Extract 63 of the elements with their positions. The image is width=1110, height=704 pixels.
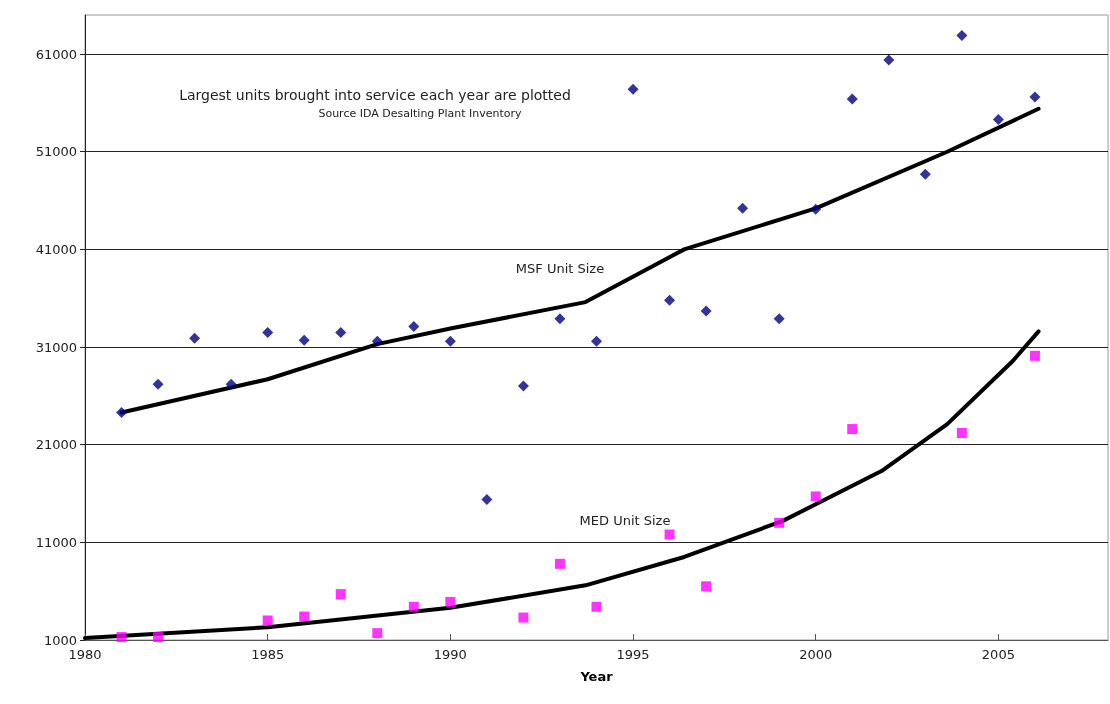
point	[700, 305, 712, 317]
point	[517, 380, 529, 392]
point	[153, 632, 164, 643]
point	[847, 424, 858, 435]
point	[627, 83, 639, 95]
y-tick-label: 11000	[35, 534, 77, 550]
point	[116, 632, 127, 643]
annotation: Source IDA Desalting Plant Inventory	[318, 106, 523, 120]
x-axis-title: Year	[579, 669, 614, 684]
point	[298, 334, 310, 346]
point	[1029, 91, 1041, 103]
point	[810, 203, 822, 215]
point	[262, 615, 273, 626]
y-tick-label: 41000	[35, 241, 77, 257]
point	[225, 378, 237, 390]
point	[262, 326, 274, 338]
point	[444, 335, 456, 347]
point	[846, 93, 858, 105]
x-tick-label: 1985	[251, 647, 285, 662]
point	[956, 30, 968, 42]
point	[591, 335, 602, 347]
point	[883, 54, 895, 66]
annotation: Largest units brought into service each year are plotted	[179, 87, 571, 103]
point	[408, 601, 419, 612]
point	[335, 326, 347, 338]
point	[737, 202, 749, 214]
point	[664, 529, 675, 540]
point	[372, 628, 383, 639]
point	[992, 113, 1004, 125]
point	[518, 612, 529, 623]
y-tick-label: 21000	[35, 437, 77, 453]
line-series	[83, 329, 1041, 641]
y-tick-label: 1000	[43, 632, 77, 648]
point	[554, 313, 566, 325]
x-tick-label: 1980	[68, 647, 102, 662]
point	[335, 589, 346, 600]
point	[554, 558, 565, 569]
point	[408, 321, 420, 333]
x-tick-label: 1995	[616, 647, 650, 662]
x-tick-label: 2005	[981, 647, 1015, 662]
point	[1029, 350, 1040, 361]
x-tick-label: 1990	[433, 647, 467, 662]
y-tick-label: 51000	[35, 144, 77, 160]
point	[591, 601, 602, 612]
point	[774, 517, 785, 528]
point	[116, 406, 128, 418]
point	[189, 332, 201, 344]
point	[810, 491, 821, 502]
point	[445, 596, 456, 607]
point	[773, 313, 785, 325]
point	[299, 611, 310, 622]
annotation: MED Unit Size	[579, 512, 671, 528]
point	[481, 493, 493, 505]
point	[956, 427, 967, 438]
point	[152, 378, 164, 390]
point	[371, 335, 383, 347]
x-tick-label: 2000	[799, 647, 833, 662]
point	[919, 168, 931, 180]
point	[701, 581, 712, 592]
annotation: MSF Unit Size	[515, 260, 605, 276]
point	[664, 294, 676, 306]
y-tick-label: 61000	[35, 46, 77, 62]
y-tick-label: 31000	[35, 339, 77, 355]
